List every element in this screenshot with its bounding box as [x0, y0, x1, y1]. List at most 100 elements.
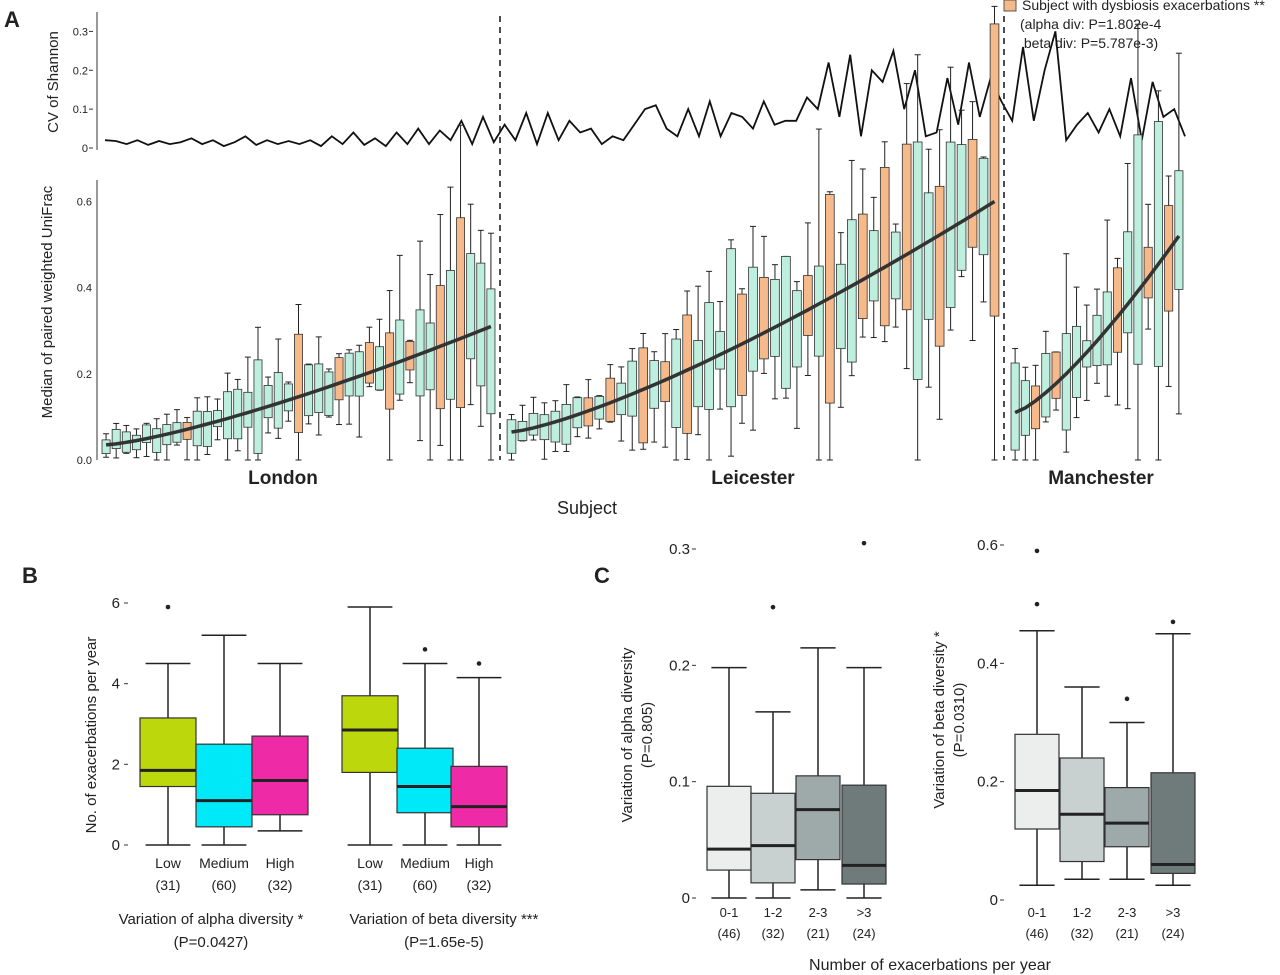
- c2-y-ticks: 0 0.2 0.4 0.6: [977, 537, 1004, 909]
- uf-tick-label: 0.6: [77, 197, 92, 209]
- c-x-label: Number of exacerbations per year: [809, 957, 1052, 974]
- uf-box: [1153, 121, 1163, 367]
- site-london: London: [248, 468, 318, 489]
- b-category-n: (31): [156, 877, 181, 893]
- c2-category-n: (32): [1070, 926, 1093, 941]
- uf-box: [324, 371, 334, 416]
- uf-tick-label: 0.4: [77, 283, 92, 295]
- uf-box: [814, 265, 824, 357]
- alpha-variation-boxplot: Variation of alpha diversity (P=0.805) 0…: [619, 540, 887, 941]
- uf-box: [445, 270, 455, 400]
- c2-box: [1014, 733, 1060, 830]
- uf-box: [1031, 385, 1041, 430]
- b-category-n: (60): [212, 877, 237, 893]
- b-1-box: [450, 765, 508, 828]
- legend-label: Subject with dysbiosis exacerbations **: [1022, 0, 1265, 13]
- uf-box: [923, 192, 934, 320]
- b-beta-pvalue: (P=1.65e-5): [404, 934, 484, 951]
- cv-y-ticks: 0 0.1 0.2 0.3: [73, 26, 93, 155]
- uf-box: [486, 288, 496, 415]
- c1-category-n: (21): [806, 926, 829, 941]
- uf-box: [912, 141, 923, 380]
- uf-box: [759, 277, 769, 360]
- panel-c-label: C: [594, 563, 610, 588]
- b-1-box: [341, 695, 399, 773]
- c2-tick-label: 0.6: [977, 537, 998, 554]
- uf-box: [506, 419, 517, 454]
- uf-box: [934, 185, 945, 347]
- c2-tick-label: 0.2: [977, 774, 998, 791]
- b-0-box: [251, 735, 309, 816]
- uf-box: [901, 143, 912, 311]
- b-y-label: No. of exacerbations per year: [83, 637, 100, 834]
- uf-median-trend: [105, 200, 1181, 447]
- c2-category-label: 0-1: [1028, 905, 1047, 920]
- c2-category-n: (46): [1025, 926, 1048, 941]
- site-leicester: Leicester: [711, 468, 795, 489]
- b-category-n: (32): [268, 877, 293, 893]
- uf-box: [550, 410, 561, 443]
- uf-box: [425, 322, 435, 391]
- uf-box: [868, 230, 879, 302]
- c1-box: [795, 775, 841, 861]
- b-category-label: Medium: [199, 855, 249, 871]
- legend-beta: beta div: P=5.787e-3): [1020, 35, 1158, 51]
- uf-y-ticks: 0.0 0.2 0.4 0.6: [77, 197, 92, 467]
- b-category-label: Low: [357, 855, 384, 871]
- b-tick-label: 2: [112, 756, 120, 773]
- b-beta-title: Variation of beta diversity ***: [350, 911, 539, 928]
- c1-category-n: (46): [717, 926, 740, 941]
- c2-category-n: (24): [1161, 926, 1184, 941]
- uf-box: [1112, 267, 1122, 353]
- uf-box: [456, 217, 466, 408]
- exacerbation-boxplot: No. of exacerbations per year 0 2 4 6 Low (3…: [83, 595, 539, 951]
- uf-box: [528, 412, 539, 436]
- subject-x-label: Subject: [557, 498, 617, 518]
- b-1-box: [396, 747, 454, 814]
- uf-box: [395, 319, 405, 395]
- b-category-label: Low: [155, 855, 182, 871]
- uf-box: [803, 275, 813, 336]
- uf-box: [890, 231, 901, 300]
- b-tick-label: 4: [112, 676, 120, 693]
- b-boxes: Low (31) Medium (60) High (32) Low (31) Medium (6…: [139, 604, 508, 893]
- uf-box: [273, 372, 283, 429]
- c1-y-label: Variation of alpha diversity: [619, 647, 636, 822]
- c1-y-label-p: (P=0.805): [639, 702, 656, 768]
- legend: Subject with dysbiosis exacerbations ** …: [1003, 0, 1265, 51]
- uf-box: [142, 424, 152, 443]
- c2-y-label: Variation of beta diversity *: [931, 631, 948, 808]
- c2-box: [1104, 786, 1150, 848]
- uf-box: [638, 347, 649, 444]
- c1-tick-label: 0: [682, 890, 690, 907]
- b-alpha-pvalue: (P=0.0427): [174, 934, 249, 951]
- c2-y-label-p: (P=0.0310): [951, 683, 968, 758]
- c1-box: [706, 785, 752, 871]
- uf-box: [364, 342, 374, 384]
- c1-box: [841, 784, 887, 885]
- uf-box: [857, 213, 868, 320]
- uf-boxes: [101, 5, 1184, 461]
- cv-y-label: CV of Shannon: [45, 31, 62, 133]
- uf-box: [1010, 362, 1020, 451]
- cv-tick-label: 0.2: [73, 65, 88, 77]
- c2-boxes: 0-1 (46) 1-2 (32) 2-3 (21) >3 (24): [1014, 548, 1196, 941]
- uf-box: [847, 219, 857, 363]
- c1-boxes: 0-1 (46) 1-2 (32) 2-3 (21) >3 (24): [706, 540, 887, 941]
- uf-box: [726, 248, 736, 408]
- legend-swatch: [1003, 0, 1017, 12]
- b-tick-label: 0: [112, 837, 120, 854]
- uf-box: [1174, 170, 1184, 290]
- uf-box: [1061, 333, 1071, 431]
- cv-tick-label: 0: [82, 143, 88, 155]
- uf-box: [748, 266, 758, 372]
- uf-box: [1164, 205, 1174, 312]
- uf-box: [792, 290, 802, 368]
- uf-box: [466, 253, 476, 360]
- uf-box: [243, 391, 253, 428]
- uf-box: [682, 314, 692, 434]
- uf-box: [476, 262, 486, 387]
- panel-b-label: B: [22, 563, 38, 588]
- c1-category-label: 0-1: [720, 905, 739, 920]
- c1-category-n: (24): [852, 926, 875, 941]
